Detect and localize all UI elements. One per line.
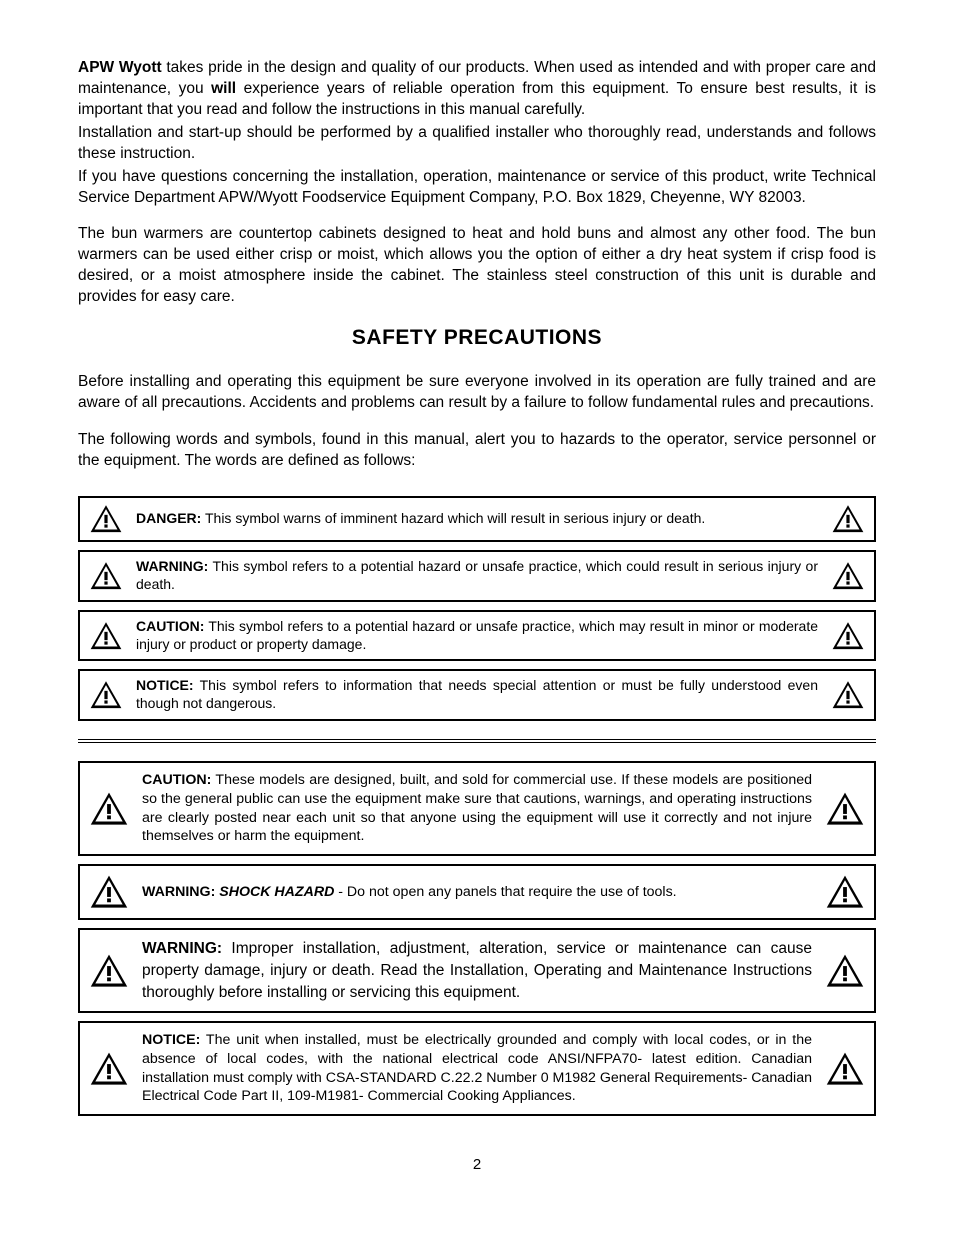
warning-triangle-icon (832, 621, 864, 651)
notice-text: NOTICE: The unit when installed, must be… (142, 1031, 812, 1106)
definition-text: CAUTION: This symbol refers to a potenti… (136, 618, 818, 654)
notice-text: WARNING: SHOCK HAZARD - Do not open any … (142, 883, 812, 902)
intro-paragraph-2: Installation and start-up should be perf… (78, 123, 876, 165)
warning-triangle-icon (90, 791, 128, 827)
warning-triangle-icon (90, 874, 128, 910)
divider-rule (78, 739, 876, 743)
safety-intro-p1: Before installing and operating this equ… (78, 372, 876, 414)
warning-triangle-icon (826, 791, 864, 827)
definition-box: DANGER: This symbol warns of imminent ha… (78, 496, 876, 542)
notice-label: WARNING: (142, 940, 222, 957)
warning-triangle-icon (826, 953, 864, 989)
notice-text: CAUTION: These models are designed, buil… (142, 771, 812, 846)
notice-text: WARNING: Improper installation, adjustme… (142, 938, 812, 1003)
notice-box: CAUTION: These models are designed, buil… (78, 761, 876, 856)
safety-intro-p2: The following words and symbols, found i… (78, 430, 876, 472)
definition-label: NOTICE: (136, 677, 194, 693)
definition-label: DANGER: (136, 510, 201, 526)
warning-triangle-icon (90, 953, 128, 989)
warning-triangle-icon (90, 1051, 128, 1087)
notice-label: WARNING: (142, 884, 215, 900)
warning-triangle-icon (832, 561, 864, 591)
warning-triangle-icon (826, 1051, 864, 1087)
warning-triangle-icon (90, 680, 122, 710)
warning-triangle-icon (90, 621, 122, 651)
brand-name: APW Wyott (78, 59, 162, 76)
definition-text: WARNING: This symbol refers to a potenti… (136, 558, 818, 594)
warning-triangle-icon (90, 561, 122, 591)
definition-box: NOTICE: This symbol refers to informatio… (78, 669, 876, 721)
notice-italic-lead: SHOCK HAZARD (215, 884, 334, 900)
page-number: 2 (78, 1156, 876, 1173)
definition-label: CAUTION: (136, 618, 204, 634)
notice-box: WARNING: SHOCK HAZARD - Do not open any … (78, 864, 876, 920)
intro-paragraph-3: If you have questions concerning the ins… (78, 167, 876, 209)
section-title: SAFETY PRECAUTIONS (78, 326, 876, 350)
warning-triangle-icon (832, 680, 864, 710)
definition-box: WARNING: This symbol refers to a potenti… (78, 550, 876, 602)
definition-label: WARNING: (136, 558, 208, 574)
warning-triangle-icon (90, 504, 122, 534)
definitions-list: DANGER: This symbol warns of imminent ha… (78, 496, 876, 721)
warning-triangle-icon (832, 504, 864, 534)
safety-intro: Before installing and operating this equ… (78, 372, 876, 472)
notice-box: WARNING: Improper installation, adjustme… (78, 928, 876, 1013)
intro-paragraph-1: APW Wyott takes pride in the design and … (78, 58, 876, 121)
notice-label: NOTICE: (142, 1032, 200, 1048)
warning-triangle-icon (826, 874, 864, 910)
notice-label: CAUTION: (142, 772, 211, 788)
definition-text: NOTICE: This symbol refers to informatio… (136, 677, 818, 713)
intro-section: APW Wyott takes pride in the design and … (78, 58, 876, 308)
intro-paragraph-4: The bun warmers are countertop cabinets … (78, 224, 876, 308)
definition-text: DANGER: This symbol warns of imminent ha… (136, 510, 818, 528)
notices-list: CAUTION: These models are designed, buil… (78, 761, 876, 1116)
definition-box: CAUTION: This symbol refers to a potenti… (78, 610, 876, 662)
notice-box: NOTICE: The unit when installed, must be… (78, 1021, 876, 1116)
